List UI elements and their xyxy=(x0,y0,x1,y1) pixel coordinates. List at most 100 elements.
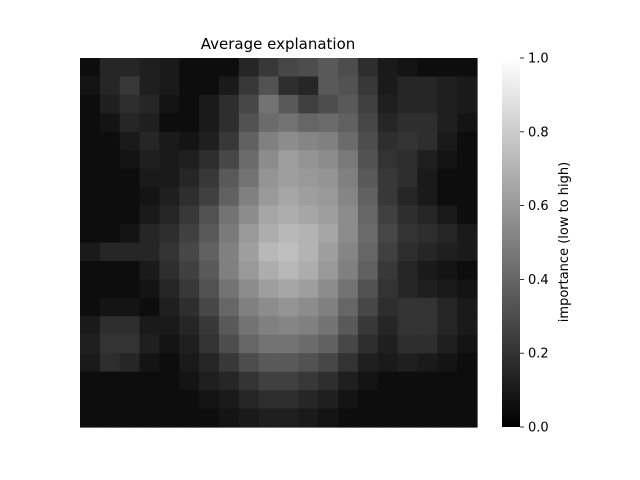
heatmap-cell xyxy=(377,94,399,114)
heatmap-cell xyxy=(119,279,141,299)
heatmap-cell xyxy=(218,58,240,78)
heatmap-cell xyxy=(218,168,240,188)
heatmap-cell xyxy=(357,408,379,428)
heatmap-cell xyxy=(437,334,458,354)
heatmap-cell xyxy=(159,353,180,373)
heatmap-cell xyxy=(298,242,319,262)
heatmap-cell xyxy=(278,113,299,133)
heatmap-cell xyxy=(99,316,121,336)
heatmap-cell xyxy=(179,168,200,188)
heatmap-cell xyxy=(318,316,339,336)
heatmap-cell xyxy=(99,76,121,96)
heatmap-cell xyxy=(278,94,299,114)
heatmap-cell xyxy=(298,113,319,133)
heatmap-cell xyxy=(139,390,160,410)
heatmap-cell xyxy=(417,408,438,428)
colorbar-tick-label: 1.0 xyxy=(528,52,549,67)
heatmap-cell xyxy=(457,58,478,78)
heatmap-cell xyxy=(338,187,359,207)
heatmap-cell xyxy=(159,187,180,207)
heatmap-cell xyxy=(357,94,379,114)
heatmap-cell xyxy=(457,205,478,225)
heatmap-cell xyxy=(119,297,141,317)
heatmap-cell xyxy=(238,260,260,280)
heatmap-cell xyxy=(80,76,101,96)
heatmap-cell xyxy=(99,390,121,410)
heatmap-cell xyxy=(139,205,160,225)
heatmap-cell xyxy=(437,187,458,207)
heatmap-cell xyxy=(338,408,359,428)
heatmap-cell xyxy=(199,113,220,133)
heatmap-cell xyxy=(437,131,458,151)
heatmap-cell xyxy=(159,58,180,78)
heatmap-cell xyxy=(357,242,379,262)
heatmap-cell xyxy=(377,316,399,336)
heatmap-cell xyxy=(298,353,319,373)
heatmap-cell xyxy=(298,187,319,207)
heatmap-cell xyxy=(338,260,359,280)
heatmap-cell xyxy=(437,224,458,244)
heatmap-cell xyxy=(318,371,339,391)
heatmap-cell xyxy=(457,297,478,317)
heatmap-cell xyxy=(278,297,299,317)
heatmap-cell xyxy=(377,187,399,207)
heatmap-cell xyxy=(238,316,260,336)
heatmap-cell xyxy=(318,279,339,299)
heatmap-cell xyxy=(278,168,299,188)
heatmap-cell xyxy=(278,131,299,151)
heatmap-cell xyxy=(357,260,379,280)
heatmap-cell xyxy=(338,353,359,373)
heatmap-cell xyxy=(80,224,101,244)
heatmap-cell xyxy=(357,113,379,133)
heatmap-cell xyxy=(437,260,458,280)
heatmap-cell xyxy=(99,371,121,391)
heatmap-cell xyxy=(258,297,280,317)
heatmap-cell xyxy=(139,316,160,336)
heatmap-cell xyxy=(338,224,359,244)
heatmap-cell xyxy=(377,353,399,373)
heatmap-cell xyxy=(159,224,180,244)
heatmap-cell xyxy=(377,297,399,317)
heatmap-cell xyxy=(377,205,399,225)
heatmap-cell xyxy=(437,408,458,428)
heatmap-cell xyxy=(397,168,419,188)
colorbar xyxy=(502,58,520,427)
heatmap-cell xyxy=(397,260,419,280)
heatmap-cell xyxy=(139,334,160,354)
heatmap-cell xyxy=(199,94,220,114)
heatmap-cell xyxy=(357,205,379,225)
heatmap-cell xyxy=(278,260,299,280)
heatmap-cell xyxy=(417,371,438,391)
heatmap-cell xyxy=(437,150,458,170)
heatmap-cell xyxy=(258,94,280,114)
heatmap-cell xyxy=(238,205,260,225)
heatmap-cell xyxy=(298,260,319,280)
heatmap-cell xyxy=(80,205,101,225)
heatmap-cell xyxy=(238,58,260,78)
heatmap-cell xyxy=(199,371,220,391)
heatmap-cell xyxy=(99,224,121,244)
heatmap-cell xyxy=(457,131,478,151)
heatmap-cell xyxy=(457,279,478,299)
heatmap-cell xyxy=(298,131,319,151)
heatmap-cell xyxy=(417,353,438,373)
heatmap-cell xyxy=(417,297,438,317)
heatmap-cell xyxy=(377,279,399,299)
heatmap-cell xyxy=(457,76,478,96)
heatmap-cell xyxy=(457,334,478,354)
heatmap-cell xyxy=(139,353,160,373)
heatmap-cell xyxy=(199,224,220,244)
heatmap-cell xyxy=(397,58,419,78)
heatmap-cell xyxy=(377,334,399,354)
heatmap-cell xyxy=(139,224,160,244)
heatmap-cell xyxy=(298,94,319,114)
heatmap-cell xyxy=(318,205,339,225)
heatmap-cell xyxy=(80,353,101,373)
heatmap-cell xyxy=(119,150,141,170)
heatmap-cell xyxy=(99,260,121,280)
heatmap-cell xyxy=(159,113,180,133)
heatmap-cell xyxy=(159,131,180,151)
heatmap-cell xyxy=(318,390,339,410)
heatmap-cell xyxy=(397,150,419,170)
heatmap-cell xyxy=(80,113,101,133)
